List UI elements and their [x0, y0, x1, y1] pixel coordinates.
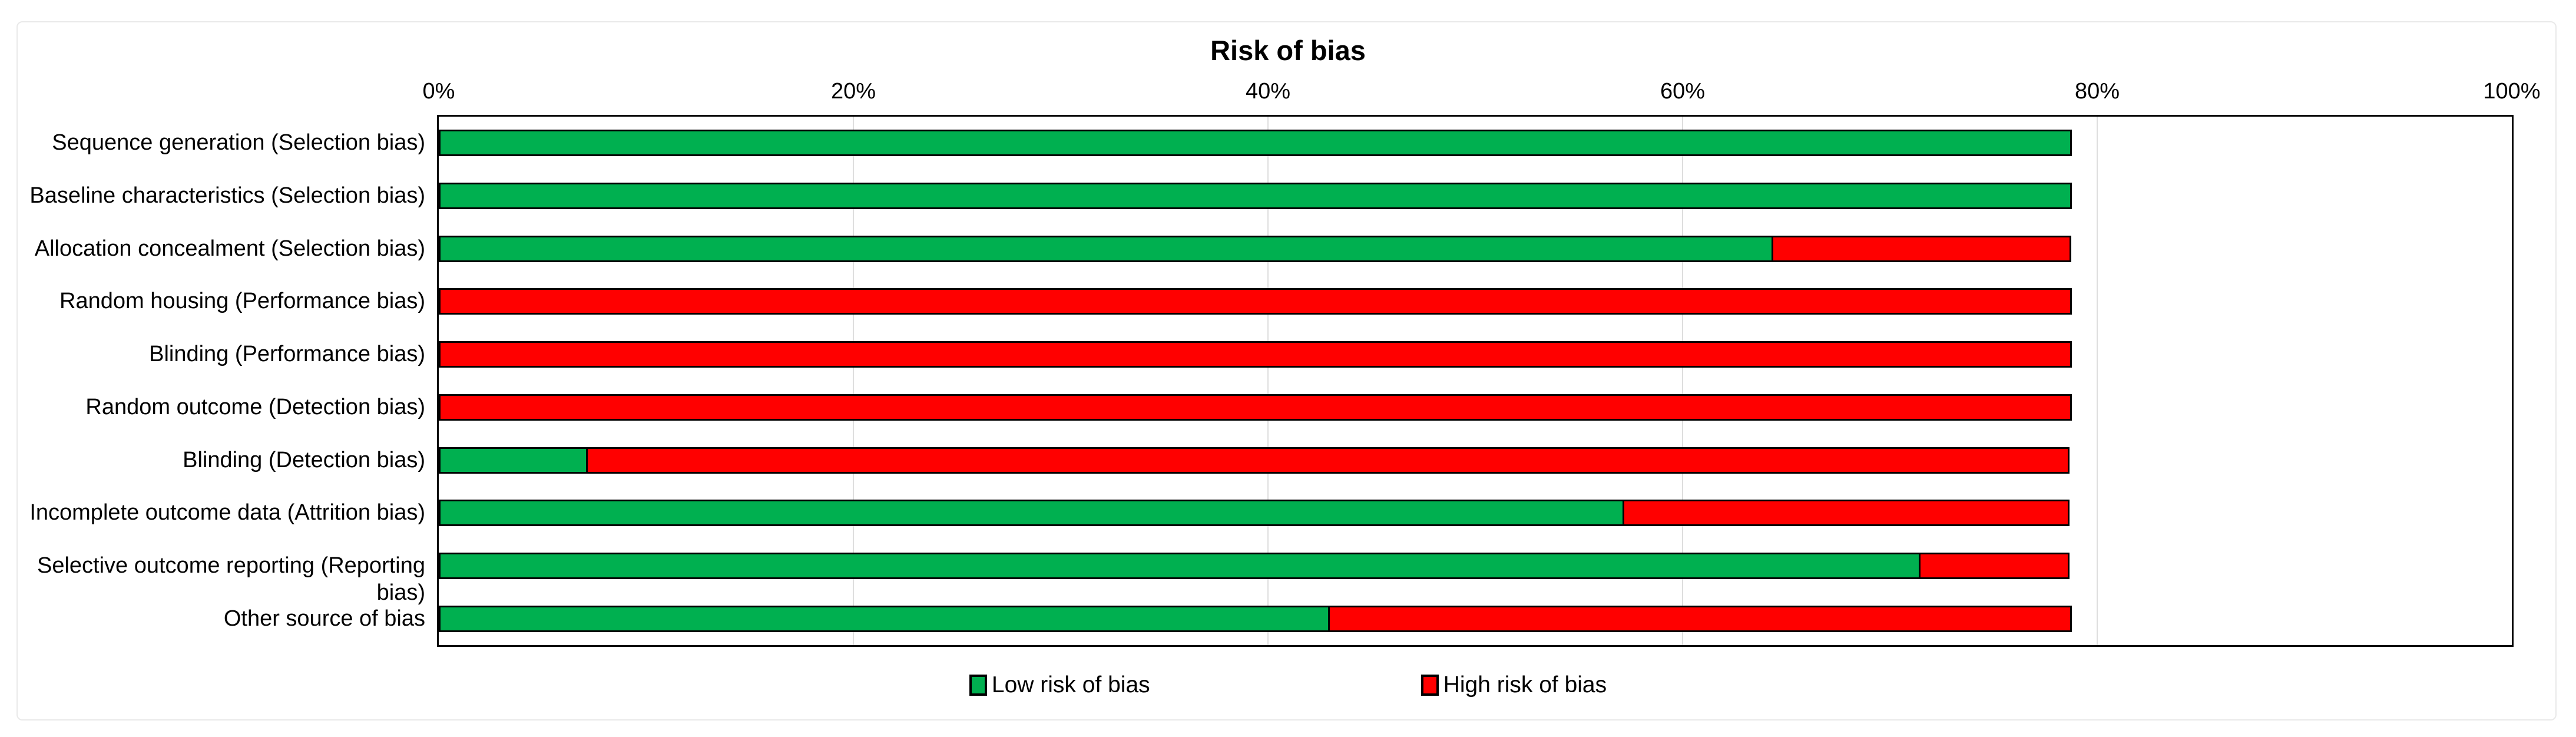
gridline: [1267, 117, 1269, 645]
x-tick-label: 40%: [1245, 79, 1291, 104]
bar-segment-high-risk: [441, 343, 2070, 366]
low-risk-swatch-icon: [969, 675, 987, 696]
category-label: Sequence generation (Selection bias): [52, 130, 425, 156]
gridline: [1682, 117, 1683, 645]
legend: Low risk of bias High risk of bias: [0, 665, 2576, 706]
category-label: Blinding (Performance bias): [149, 342, 425, 367]
x-tick-label: 80%: [2074, 79, 2120, 104]
bar-row: [439, 605, 2072, 632]
bar-row: [439, 130, 2072, 157]
bar-row: [439, 235, 2071, 262]
bar-row: [439, 500, 2070, 527]
bar-segment-high-risk: [441, 395, 2070, 419]
bar-segment-low-risk: [441, 607, 1330, 630]
category-label: Blinding (Detection bias): [183, 447, 425, 472]
legend-label-high-risk: High risk of bias: [1443, 672, 1607, 698]
bar-segment-low-risk: [441, 237, 1773, 260]
chart-title: Risk of bias: [1210, 35, 1366, 66]
category-label: Random housing (Performance bias): [59, 289, 425, 314]
bar-segment-high-risk: [588, 448, 2068, 472]
bar-segment-high-risk: [1773, 237, 2070, 260]
x-tick-label: 20%: [830, 79, 876, 104]
legend-item-low-risk: Low risk of bias: [969, 672, 1150, 698]
bar-segment-high-risk: [1921, 554, 2068, 577]
category-label: Selective outcome reporting (Reporting b…: [37, 553, 425, 605]
bar-row: [439, 447, 2070, 474]
bar-segment-low-risk: [441, 131, 2070, 155]
bar-segment-low-risk: [441, 554, 1921, 577]
bar-segment-high-risk: [1624, 501, 2068, 525]
bar-row: [439, 288, 2072, 315]
gridline: [853, 117, 854, 645]
category-label: Baseline characteristics (Selection bias…: [29, 183, 425, 209]
x-tick-label: 0%: [422, 79, 455, 104]
bar-row: [439, 394, 2072, 421]
category-label: Allocation concealment (Selection bias): [34, 236, 425, 261]
gridline: [2097, 117, 2098, 645]
legend-label-low-risk: Low risk of bias: [991, 672, 1150, 698]
x-tick-label: 60%: [1660, 79, 1706, 104]
bar-segment-low-risk: [441, 501, 1624, 525]
category-label: Incomplete outcome data (Attrition bias): [29, 500, 425, 526]
legend-item-high-risk: High risk of bias: [1421, 672, 1607, 698]
category-label: Random outcome (Detection bias): [85, 394, 425, 419]
bar-segment-high-risk: [1330, 607, 2070, 630]
x-tick-label: 100%: [2483, 79, 2541, 104]
bar-segment-low-risk: [441, 448, 588, 472]
bar-row: [439, 552, 2070, 579]
high-risk-swatch-icon: [1421, 675, 1439, 696]
bar-row: [439, 341, 2072, 368]
category-label: Other source of bias: [223, 606, 425, 631]
bar-row: [439, 183, 2072, 210]
bar-segment-low-risk: [441, 184, 2070, 208]
bar-segment-high-risk: [441, 290, 2070, 313]
